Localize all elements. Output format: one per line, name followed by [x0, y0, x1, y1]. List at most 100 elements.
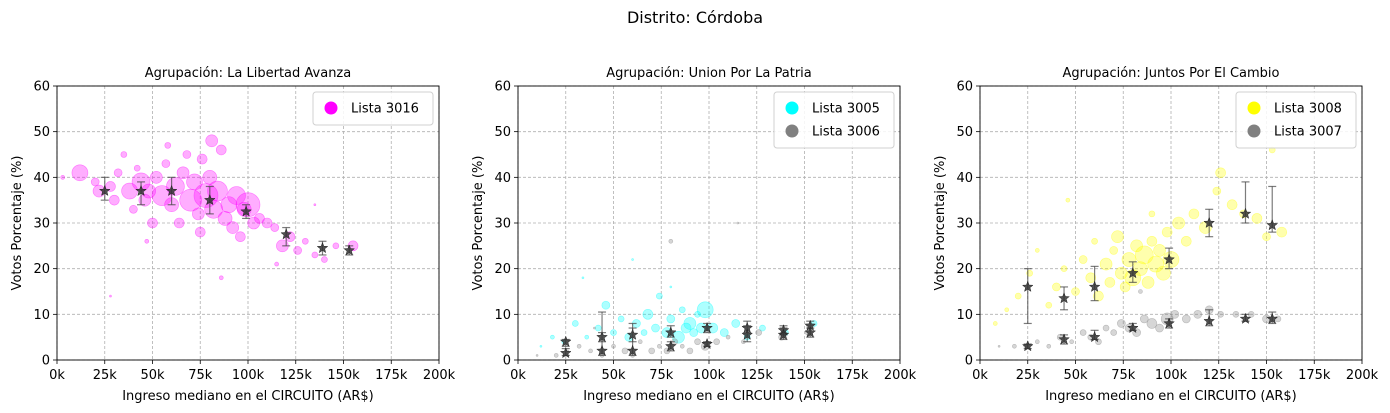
- x-tick-label: 100k: [232, 368, 265, 383]
- data-point: [1104, 277, 1116, 288]
- data-point: [129, 205, 138, 214]
- data-point: [657, 343, 662, 349]
- y-tick-label: 0: [42, 354, 50, 369]
- summary-star-marker: [1163, 317, 1175, 329]
- summary-star-marker: [701, 337, 713, 350]
- data-point: [686, 347, 694, 355]
- data-point: [669, 285, 673, 289]
- summary-star-marker: [777, 328, 790, 340]
- data-point: [133, 164, 141, 172]
- summary-star-marker: [1058, 333, 1070, 345]
- data-point: [1156, 265, 1171, 281]
- x-tick-label: 0k: [972, 368, 988, 383]
- data-point: [321, 256, 328, 263]
- series-1-points: [992, 146, 1288, 326]
- summary-star-marker: [1239, 207, 1252, 219]
- legend-box: [1235, 91, 1357, 149]
- data-point: [1215, 167, 1226, 179]
- x-tick-label: 25k: [1016, 368, 1041, 383]
- data-point: [313, 203, 317, 207]
- data-point: [261, 217, 273, 229]
- data-point: [205, 134, 219, 148]
- data-point: [1276, 226, 1288, 238]
- data-point: [694, 311, 701, 318]
- data-point: [593, 326, 596, 330]
- data-point: [553, 353, 559, 358]
- y-tick-label: 30: [494, 217, 511, 232]
- data-point: [1111, 230, 1124, 243]
- data-point: [725, 334, 731, 340]
- legend-label: Lista 3006: [812, 125, 880, 140]
- x-tick-label: 25k: [93, 368, 118, 383]
- legend-label: Lista 3008: [1274, 102, 1342, 117]
- data-point: [1035, 248, 1040, 253]
- data-point: [759, 324, 766, 332]
- legend-marker: [785, 101, 799, 115]
- data-point: [173, 217, 185, 229]
- x-tick-label: 175k: [1298, 368, 1331, 383]
- data-point: [640, 329, 648, 336]
- summary-star-marker: [664, 340, 677, 352]
- data-point: [535, 354, 539, 357]
- data-point: [581, 276, 585, 280]
- data-point: [1091, 237, 1098, 245]
- data-point: [642, 309, 654, 320]
- data-point: [1110, 329, 1117, 336]
- legend-label: Lista 3007: [1274, 125, 1342, 140]
- data-point: [736, 221, 739, 225]
- y-tick-label: 0: [965, 354, 973, 369]
- summary-star-marker: [98, 184, 111, 197]
- data-point: [1115, 266, 1128, 280]
- summary-star-marker: [1021, 280, 1034, 292]
- data-point: [1004, 307, 1010, 313]
- series-2-summary: [559, 311, 817, 359]
- data-point: [1181, 314, 1191, 324]
- x-tick-label: 0k: [510, 368, 526, 383]
- x-tick-label: 125k: [280, 368, 313, 383]
- x-tick-label: 50k: [1063, 368, 1088, 383]
- legend-marker: [1247, 101, 1261, 115]
- summary-star-marker: [240, 205, 252, 217]
- legend-marker: [785, 124, 799, 138]
- y-tick-label: 50: [33, 125, 50, 140]
- chart-3: 0k 25k 50k 75k 100k 125k 150k 175k 200k 0 10 20 30 40…: [933, 66, 1379, 404]
- data-point: [656, 292, 663, 300]
- data-point: [90, 177, 100, 187]
- summary-star-marker: [664, 326, 677, 338]
- summary-star-marker: [1088, 330, 1101, 343]
- data-point: [144, 238, 150, 244]
- data-point: [1130, 239, 1143, 253]
- series-1-points: [539, 258, 818, 348]
- series-2-summary: [1021, 309, 1279, 352]
- data-point: [611, 343, 616, 349]
- data-point: [621, 347, 629, 355]
- data-point: [226, 221, 240, 234]
- y-tick-label: 30: [956, 217, 973, 232]
- y-tick-label: 40: [33, 171, 50, 186]
- data-point: [610, 329, 617, 336]
- x-tick-label: 200k: [884, 368, 917, 383]
- data-point: [1079, 329, 1087, 336]
- data-point: [1134, 245, 1154, 265]
- summary-star-marker: [1126, 267, 1139, 279]
- data-point: [1172, 216, 1185, 230]
- data-point: [680, 322, 692, 334]
- summary-star-marker: [701, 321, 713, 334]
- x-tick-label: 150k: [327, 368, 360, 383]
- legend-label: Lista 3005: [812, 102, 880, 117]
- x-tick-label: 25k: [554, 368, 579, 383]
- summary-star-marker: [1058, 292, 1070, 304]
- legend-label: Lista 3016: [351, 102, 419, 117]
- summary-star-marker: [741, 328, 754, 340]
- data-point: [254, 213, 265, 224]
- summary-star-marker: [559, 335, 572, 347]
- data-point: [1069, 339, 1074, 345]
- summary-star-marker: [1266, 312, 1279, 324]
- legend-box: [312, 91, 434, 126]
- summary-star-marker: [203, 193, 216, 206]
- y-axis-label: Votos Porcentaje (%): [471, 156, 486, 291]
- data-point: [192, 207, 205, 221]
- x-tick-label: 100k: [693, 368, 726, 383]
